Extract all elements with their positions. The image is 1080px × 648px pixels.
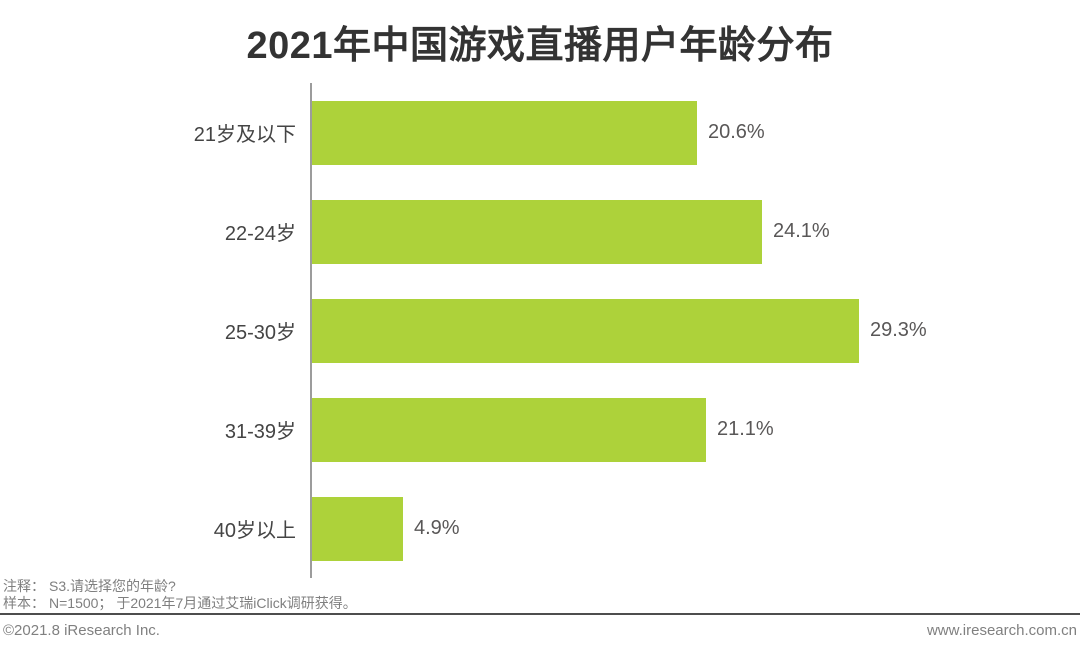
bar-area: 29.3% xyxy=(312,298,927,363)
chart-row: 31-39岁 21.1% xyxy=(0,380,1080,479)
sample-text: N=1500； 于2021年7月通过艾瑞iClick调研获得。 xyxy=(49,595,357,611)
sample-label: 样本： xyxy=(3,595,45,611)
bar-area: 4.9% xyxy=(312,496,460,561)
footer: ©2021.8 iResearch Inc. www.iresearch.com… xyxy=(3,622,1077,639)
value-label: 21.1% xyxy=(717,418,774,440)
copyright-text: ©2021.8 iResearch Inc. xyxy=(3,622,160,639)
note-text: S3.请选择您的年龄? xyxy=(49,578,176,594)
bar xyxy=(312,496,403,561)
bar-area: 20.6% xyxy=(312,100,765,165)
bar xyxy=(312,397,706,462)
chart-rows: 21岁及以下 20.6% 22-24岁 24.1% 25-30岁 29.3% 3… xyxy=(0,83,1080,578)
bar-chart: 21岁及以下 20.6% 22-24岁 24.1% 25-30岁 29.3% 3… xyxy=(0,83,1080,578)
page-title: 2021年中国游戏直播用户年龄分布 xyxy=(246,25,834,67)
category-label: 25-30岁 xyxy=(224,322,296,344)
category-label: 40岁以上 xyxy=(213,520,296,542)
bar xyxy=(312,298,859,363)
value-label: 4.9% xyxy=(414,517,460,539)
y-axis-line xyxy=(310,83,312,578)
chart-row: 21岁及以下 20.6% xyxy=(0,83,1080,182)
note-line-annotation: 注释： S3.请选择您的年龄? xyxy=(3,578,1077,595)
category-label: 22-24岁 xyxy=(224,223,296,245)
bar xyxy=(312,100,697,165)
value-label: 20.6% xyxy=(708,121,765,143)
chart-row: 25-30岁 29.3% xyxy=(0,281,1080,380)
chart-notes: 注释： S3.请选择您的年龄? 样本： N=1500； 于2021年7月通过艾瑞iC… xyxy=(3,578,1077,612)
bar-area: 24.1% xyxy=(312,199,830,264)
value-label: 24.1% xyxy=(773,220,830,242)
note-label: 注释： xyxy=(3,578,45,594)
note-line-sample: 样本： N=1500； 于2021年7月通过艾瑞iClick调研获得。 xyxy=(3,595,1077,612)
chart-row: 40岁以上 4.9% xyxy=(0,479,1080,578)
website-text: www.iresearch.com.cn xyxy=(926,622,1077,639)
value-label: 29.3% xyxy=(870,319,927,341)
bar xyxy=(312,199,762,264)
chart-row: 22-24岁 24.1% xyxy=(0,182,1080,281)
category-label: 31-39岁 xyxy=(224,421,296,443)
bar-area: 21.1% xyxy=(312,397,774,462)
footer-divider xyxy=(0,613,1080,615)
category-label: 21岁及以下 xyxy=(193,124,296,146)
